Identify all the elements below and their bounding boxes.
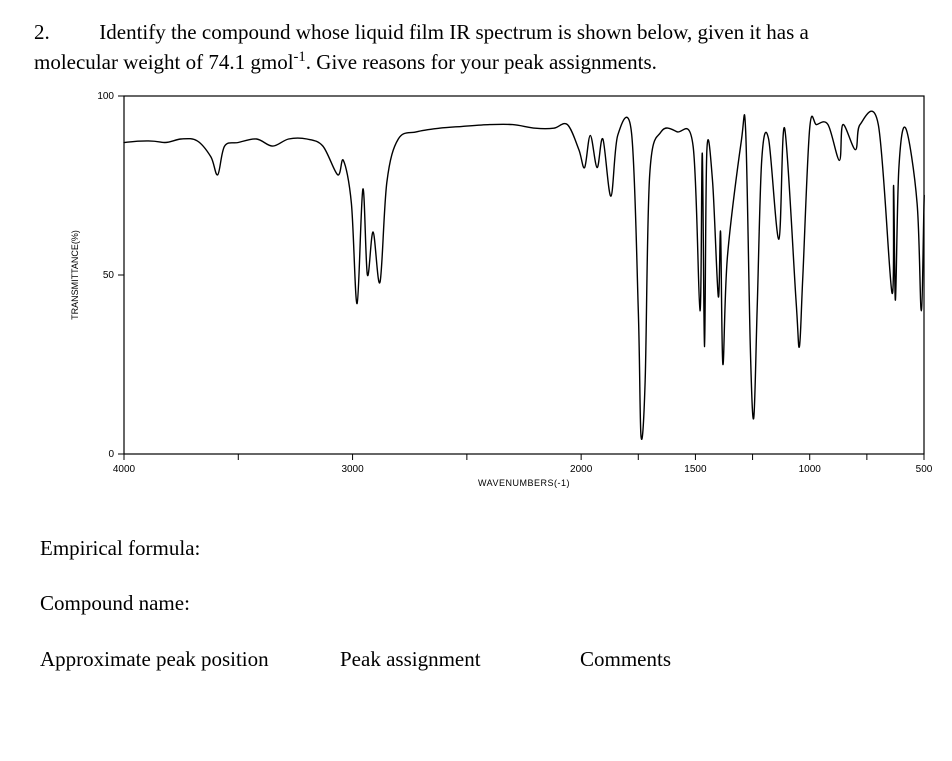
svg-text:50: 50	[103, 270, 115, 281]
question-line2b: . Give reasons for your peak assignments…	[306, 50, 657, 74]
ir-spectrum-chart: 0 50 100 TRANSMITTANCE(%) 4000 3000 2000 1500 10…	[54, 84, 934, 504]
answers-section: Empirical formula: Compound name: Approx…	[40, 534, 918, 674]
svg-text:0: 0	[108, 449, 114, 460]
question-line1: Identify the compound whose liquid film …	[99, 20, 809, 44]
svg-text:500: 500	[916, 464, 933, 475]
empirical-formula-label: Empirical formula:	[40, 534, 918, 563]
col-peak-assignment: Peak assignment	[340, 645, 580, 674]
question-number: 2.	[34, 18, 94, 47]
col-comments: Comments	[580, 645, 780, 674]
ir-spectrum-svg: 0 50 100 TRANSMITTANCE(%) 4000 3000 2000 1500 10…	[54, 84, 934, 504]
svg-text:TRANSMITTANCE(%): TRANSMITTANCE(%)	[70, 230, 80, 320]
question-superscript: -1	[294, 49, 306, 65]
svg-text:3000: 3000	[341, 464, 364, 475]
svg-text:4000: 4000	[113, 464, 136, 475]
svg-text:2000: 2000	[570, 464, 593, 475]
svg-text:100: 100	[97, 91, 114, 102]
question-line2a: molecular weight of 74.1 gmol	[34, 50, 294, 74]
svg-text:WAVENUMBERS(-1): WAVENUMBERS(-1)	[478, 478, 570, 488]
compound-name-label: Compound name:	[40, 589, 918, 618]
answer-column-headers: Approximate peak position Peak assignmen…	[40, 645, 918, 674]
col-peak-position: Approximate peak position	[40, 645, 340, 674]
svg-text:1500: 1500	[684, 464, 707, 475]
svg-text:1000: 1000	[799, 464, 822, 475]
question-prompt: 2. Identify the compound whose liquid fi…	[34, 18, 918, 78]
